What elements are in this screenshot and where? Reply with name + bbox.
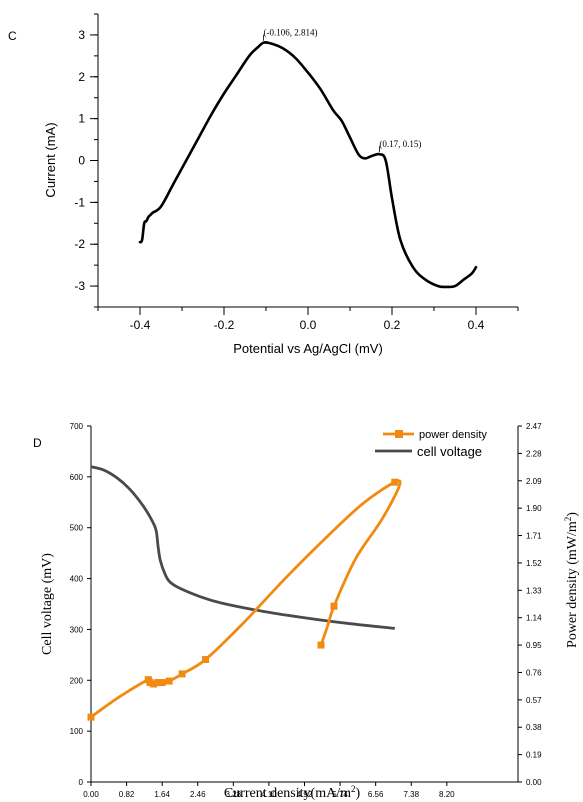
y-axis-label-d-right-sup: 2: [563, 517, 573, 522]
y-tick-label-c: 2: [78, 70, 85, 84]
y-axis-label-c: Current (mA): [43, 122, 58, 197]
y2-tick-label-d: 2.09: [526, 477, 542, 486]
power-density-point: [154, 679, 162, 687]
x-tick-label-d: 0.82: [119, 790, 135, 799]
y-tick-label-d: 600: [70, 473, 84, 482]
y2-tick-label-d: 1.52: [526, 559, 542, 568]
legend-label-power: power density: [419, 429, 487, 441]
y-tick-label-d: 400: [70, 575, 84, 584]
y2-tick-label-d: 0.76: [526, 668, 542, 677]
y2-tick-label-d: 1.33: [526, 586, 542, 595]
power-density-point: [202, 655, 210, 663]
annotation-label-c: (0.17, 0.15): [379, 139, 421, 149]
x-axis-label-d-main: Current density(mA/m: [224, 786, 351, 801]
y2-tick-label-d: 0.00: [526, 778, 542, 787]
x-axis-label-c: Potential vs Ag/AgCl (mV): [233, 341, 383, 356]
y2-tick-label-d: 0.38: [526, 723, 542, 732]
y-axis-label-d-left: Cell voltage (mV): [40, 553, 55, 655]
y2-tick-label-d: 1.90: [526, 504, 542, 513]
chart-c: C -0.4 -0.2 0.0 0.2 0.4 3 2 1 0 -1 -2 -3 (-0.106, …: [8, 13, 519, 356]
y-tick-label-d: 500: [70, 524, 84, 533]
y2-tick-label-d: 0.57: [526, 696, 542, 705]
y2-tick-label-d: 0.19: [526, 751, 542, 760]
y2-tick-label-d: 1.14: [526, 614, 542, 623]
y-axis-label-d-right: Power density (mW/m2): [563, 512, 580, 648]
power-density-point: [165, 677, 173, 685]
x-tick-label-c: 0.0: [300, 318, 317, 332]
legend-label-voltage: cell voltage: [417, 444, 482, 459]
x-tick-label-c: 0.2: [384, 318, 401, 332]
y-tick-label-c: 0: [78, 154, 85, 168]
power-density-line: [90, 479, 402, 719]
y-tick-label-c: 1: [78, 112, 85, 126]
y-axis-label-d-right-main: Power density (mW/m: [565, 521, 580, 648]
x-tick-label-c: 0.4: [468, 318, 485, 332]
x-tick-label-d: 1.64: [154, 790, 170, 799]
power-density-point: [87, 713, 95, 721]
current-curve: [138, 41, 478, 289]
x-tick-label-d: 3.28: [226, 790, 242, 799]
x-tick-label-d: 6.56: [368, 790, 384, 799]
y-tick-label-d: 200: [70, 676, 84, 685]
power-density-point: [149, 680, 157, 688]
power-density-point: [391, 478, 399, 486]
y2-tick-label-d: 1.71: [526, 532, 542, 541]
y-tick-label-d: 700: [70, 422, 84, 431]
legend-marker-power: [395, 430, 403, 438]
cell-voltage-line: [90, 465, 395, 630]
x-tick-label-c: -0.4: [130, 318, 151, 332]
x-axis-label-d: Current density(mA/m2): [224, 784, 361, 801]
y-tick-label-d: 100: [70, 727, 84, 736]
panel-label-d: D: [33, 436, 42, 450]
y-tick-label-c: -2: [74, 237, 85, 251]
x-tick-label-d: 7.38: [403, 790, 419, 799]
x-axis-label-d-sup: 2: [351, 784, 356, 794]
y2-tick-label-d: 2.28: [526, 449, 542, 458]
y-tick-label-d: 0: [79, 778, 84, 787]
y2-tick-label-d: 2.47: [526, 422, 542, 431]
x-axis-label-d-end: ): [355, 786, 360, 801]
x-tick-label-d: 0.00: [83, 790, 99, 799]
y-tick-label-d: 300: [70, 625, 84, 634]
y-tick-label-c: 3: [78, 28, 85, 42]
x-tick-label-d: 8.20: [439, 790, 455, 799]
legend-d: power density cell voltage: [375, 429, 487, 459]
chart-d: D 0.00 0.82 1.64 2.46 3.28 4.10 4.92 5.74 6.56 7.…: [33, 422, 580, 801]
y-tick-label-c: -3: [74, 279, 85, 293]
panel-label-c: C: [8, 29, 17, 43]
power-density-point: [158, 679, 166, 687]
y-tick-label-c: -1: [74, 195, 85, 209]
power-density-point: [330, 602, 338, 610]
x-tick-label-d: 4.10: [261, 790, 277, 799]
x-tick-label-c: -0.2: [214, 318, 235, 332]
y2-tick-label-d: 0.95: [526, 641, 542, 650]
x-tick-label-d: 5.74: [332, 790, 348, 799]
power-density-point: [178, 670, 186, 678]
power-density-point: [317, 641, 325, 649]
annotation-label-c: (-0.106, 2.814): [263, 28, 317, 38]
y-axis-label-d-right-end: ): [565, 512, 580, 517]
x-tick-label-d: 2.46: [190, 790, 206, 799]
x-tick-label-d: 4.92: [297, 790, 313, 799]
